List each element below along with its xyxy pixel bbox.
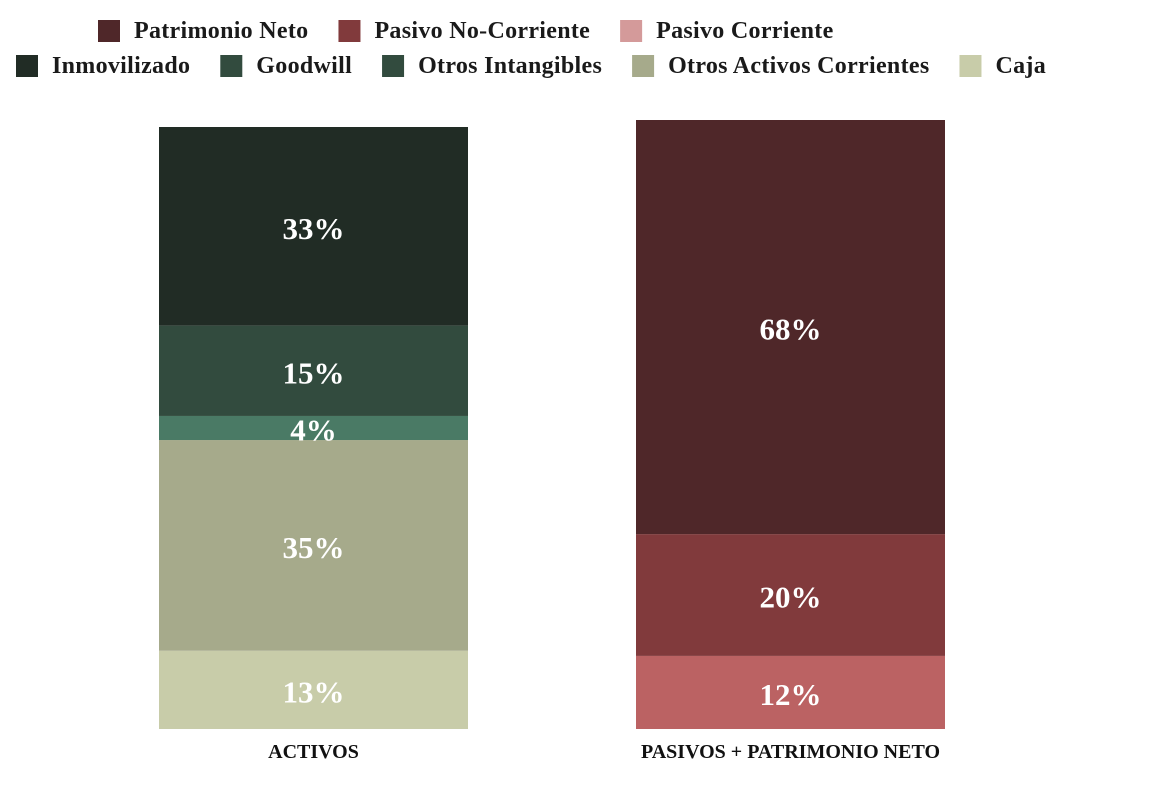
category-labels: ACTIVOS PASIVOS + PATRIMONIO NETO	[268, 741, 940, 763]
bar-segment-goodwill	[159, 325, 468, 416]
legend-swatch-pasivo-no-corriente	[338, 20, 361, 42]
data-label-goodwill: 15%	[283, 355, 345, 390]
bar-segment-inmovilizado	[159, 127, 468, 326]
data-label-otros-activos-corrientes: 35%	[283, 530, 345, 565]
data-label-patrimonio-neto: 68%	[760, 312, 822, 347]
bar-segment-otros-intangibles	[159, 415, 468, 441]
legend-swatch-inmovilizado	[16, 55, 38, 77]
legend-label-pasivo-no-corriente: Pasivo No-Corriente	[374, 18, 590, 44]
legend-swatch-pasivo-corriente	[620, 20, 643, 42]
legend-label-inmovilizado: Inmovilizado	[52, 53, 190, 79]
data-label-pasivo-corriente: 12%	[760, 677, 822, 712]
bars: 13% 35% 4% 15% 33% 12% 20% 68%	[159, 120, 945, 729]
data-label-otros-intangibles: 4%	[290, 413, 337, 448]
bar-segment-patrimonio-neto	[636, 120, 945, 535]
data-label-pasivo-no-corriente: 20%	[760, 580, 822, 615]
legend-label-goodwill: Goodwill	[256, 53, 352, 79]
category-label-activos: ACTIVOS	[268, 741, 359, 763]
legend-swatch-goodwill	[220, 55, 243, 77]
legend-swatch-otros-intangibles	[382, 55, 405, 77]
legend: Patrimonio Neto Pasivo No-Corriente Pasivo…	[16, 18, 1046, 79]
legend-label-pasivo-corriente: Pasivo Corriente	[656, 18, 833, 44]
bar-segment-pasivo-no-corriente	[636, 534, 945, 656]
legend-swatch-otros-activos-corrientes	[632, 55, 655, 77]
bar-segment-caja	[159, 650, 468, 729]
bar-segment-pasivo-corriente	[636, 655, 945, 729]
legend-swatch-caja	[959, 55, 982, 77]
data-label-caja: 13%	[283, 674, 345, 709]
legend-label-otros-activos-corrientes: Otros Activos Corrientes	[668, 53, 929, 79]
legend-label-caja: Caja	[995, 53, 1046, 79]
bar-segment-otros-activos-corrientes	[159, 440, 468, 651]
legend-label-otros-intangibles: Otros Intangibles	[418, 53, 602, 79]
legend-swatch-patrimonio-neto	[98, 20, 120, 42]
legend-label-patrimonio-neto: Patrimonio Neto	[134, 18, 308, 44]
data-label-inmovilizado: 33%	[283, 211, 345, 246]
category-label-pasivos-patrimonio-neto: PASIVOS + PATRIMONIO NETO	[641, 741, 940, 763]
